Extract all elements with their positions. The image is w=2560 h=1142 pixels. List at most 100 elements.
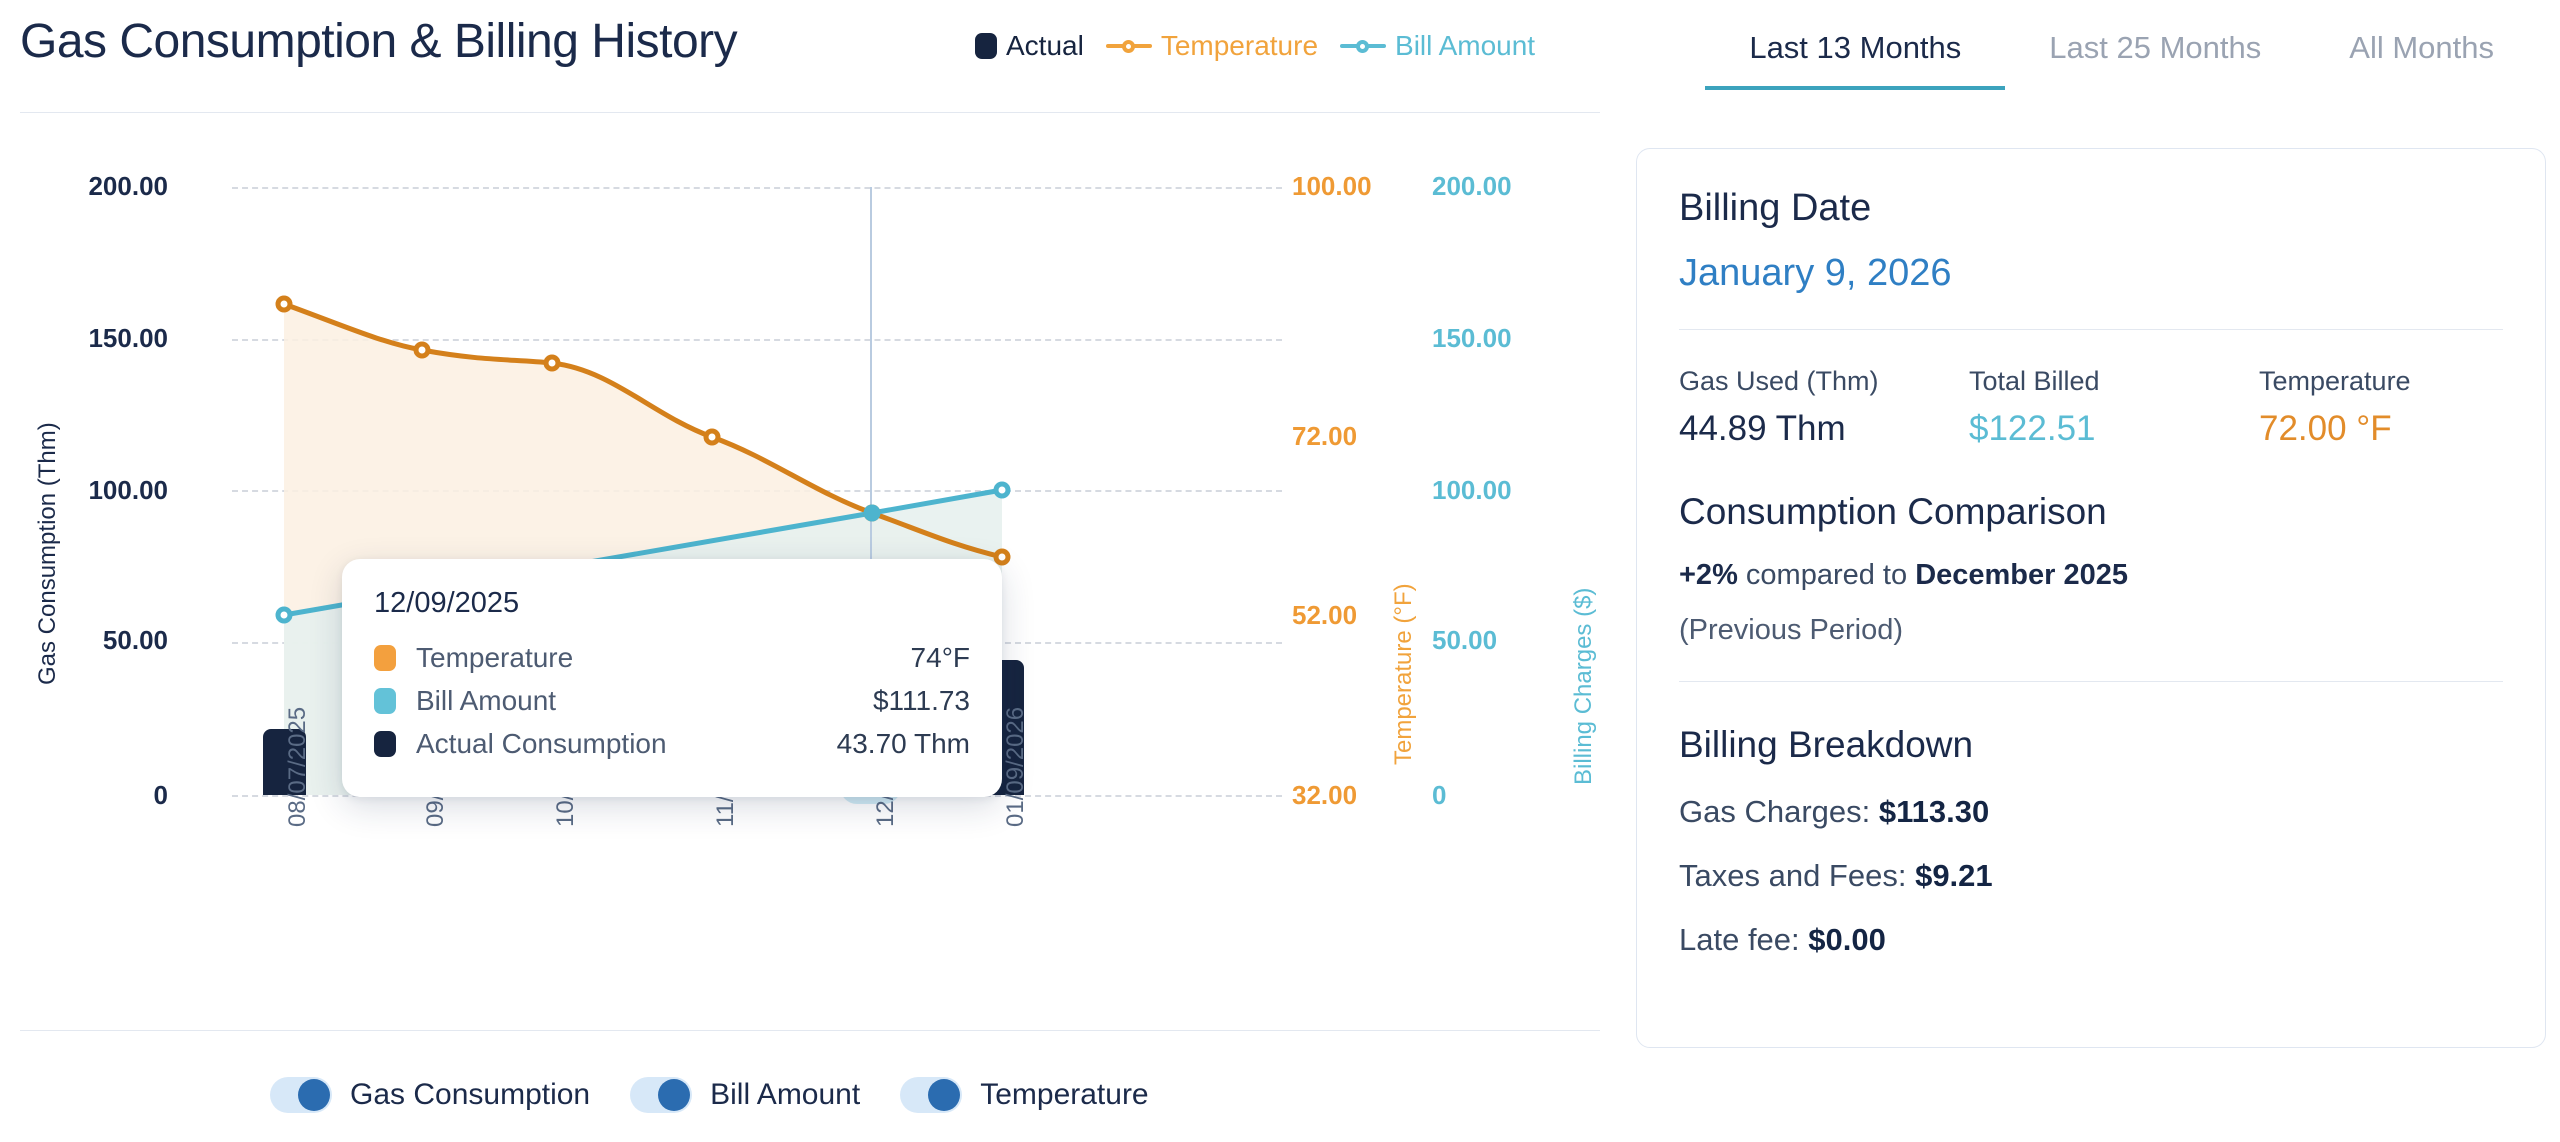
xtick-01-09-2026: 01/09/2026 [1002, 706, 1029, 827]
billing-axis-tick-200: 200.00 [1432, 171, 1512, 201]
metric-label-gas-used: Gas Used (Thm) [1679, 366, 1879, 396]
toggles-divider [20, 1030, 1600, 1031]
breakdown-gas-charges: Gas Charges: $113.30 [1679, 794, 2503, 830]
card-divider-2 [1679, 681, 2503, 682]
chart-legend: Actual Temperature Bill Amount [975, 30, 1535, 62]
left-axis-tick-200: 200.00 [88, 171, 168, 201]
toggle-gas-consumption[interactable]: Gas Consumption [270, 1077, 590, 1113]
tooltip-swatch-bill-amount-icon [374, 688, 396, 714]
breakdown-label-late-fee: Late fee: [1679, 922, 1809, 957]
temperature-marker-1[interactable] [275, 295, 293, 313]
comparison-note: (Previous Period) [1679, 614, 1904, 646]
toggle-label-temperature: Temperature [980, 1078, 1149, 1111]
billing-axis-tick-0: 0 [1432, 780, 1447, 810]
billing-metrics: Gas Used (Thm) 44.89 Thm Total Billed $1… [1679, 366, 2503, 449]
billing-breakdown-heading: Billing Breakdown [1679, 724, 1974, 765]
breakdown-label-taxes-and-fees: Taxes and Fees: [1679, 858, 1916, 893]
billing-axis-tick-150: 150.00 [1432, 323, 1512, 353]
temperature-marker-6[interactable] [993, 548, 1011, 566]
billing-axis-tick-100: 100.00 [1432, 475, 1512, 505]
toggle-label-gas-consumption: Gas Consumption [350, 1078, 591, 1111]
left-axis-title: Gas Consumption (Thm) [34, 422, 61, 685]
breakdown-value-taxes-and-fees: $9.21 [1915, 858, 1993, 893]
metric-label-total-billed: Total Billed [1969, 366, 2100, 396]
hover-crosshair [870, 187, 872, 795]
legend-label-bill-amount: Bill Amount [1395, 30, 1536, 61]
toggle-label-bill-amount: Bill Amount [710, 1078, 861, 1111]
temperature-marker-4[interactable] [703, 428, 721, 446]
metric-value-total-billed: $122.51 [1969, 409, 2096, 448]
toggle-knob-bill-amount-icon [658, 1079, 691, 1111]
bar-08-07-2025[interactable] [263, 729, 306, 795]
breakdown-value-gas-charges: $113.30 [1878, 794, 1990, 829]
gridline-100 [232, 490, 1282, 492]
range-tabs: Last 13 Months Last 25 Months All Months [1705, 10, 2538, 90]
tooltip-value-actual-consumption: 43.70 Thm [836, 728, 970, 759]
card-divider-1 [1679, 329, 2503, 330]
tooltip-row-temperature: Temperature 74°F [374, 642, 970, 674]
billing-date-label: Billing Date [1679, 187, 1872, 229]
legend-item-bill-amount[interactable]: Bill Amount [1340, 30, 1535, 62]
left-axis-tick-100: 100.00 [88, 475, 168, 505]
tooltip-label-temperature: Temperature [416, 642, 574, 673]
tab-all-months[interactable]: All Months [2349, 30, 2494, 65]
gridline-200 [232, 187, 1282, 189]
tooltip-label-actual-consumption: Actual Consumption [416, 728, 667, 759]
bill-marker-1[interactable] [275, 606, 293, 624]
breakdown-late-fee: Late fee: $0.00 [1679, 922, 2503, 958]
breakdown-value-late-fee: $0.00 [1808, 922, 1886, 957]
toggle-knob-gas-consumption-icon [298, 1079, 330, 1111]
billing-summary-card: Billing Date January 9, 2026 Gas Used (T… [1636, 148, 2546, 1048]
gridline-150 [232, 339, 1282, 341]
toggle-switch-bill-amount[interactable] [630, 1077, 693, 1113]
tooltip-label-bill-amount: Bill Amount [416, 685, 557, 716]
legend-swatch-actual-icon [975, 33, 997, 59]
left-axis-tick-150: 150.00 [88, 323, 168, 353]
metric-value-temperature: 72.00 °F [2259, 409, 2392, 448]
tooltip-swatch-actual-consumption-icon [374, 731, 396, 757]
tooltip-value-temperature: 74°F [910, 642, 970, 673]
metric-gas-used: Gas Used (Thm) 44.89 Thm [1679, 366, 1969, 449]
metric-temperature: Temperature 72.00 °F [2259, 366, 2411, 449]
legend-label-actual: Actual [1006, 30, 1084, 61]
billing-date-value: January 9, 2026 [1679, 252, 1952, 294]
tooltip-swatch-temperature-icon [374, 645, 396, 671]
comparison-month: December 2025 [1915, 559, 2129, 591]
metric-total-billed: Total Billed $122.51 [1969, 366, 2259, 449]
legend-label-temperature: Temperature [1160, 30, 1319, 61]
chart-tooltip: 12/09/2025 Temperature 74°F Bill Amount … [342, 559, 1002, 797]
dashboard-header: Gas Consumption & Billing History Actual… [0, 0, 2560, 112]
consumption-comparison-text: +2% compared to December 2025 [1679, 559, 2503, 592]
toggle-temperature[interactable]: Temperature [900, 1077, 1149, 1113]
toggle-bill-amount[interactable]: Bill Amount [630, 1077, 860, 1113]
temperature-axis-tick-32: 32.00 [1292, 780, 1358, 810]
billing-axis-tick-50: 50.00 [1432, 625, 1498, 655]
temperature-axis-title: Temperature (°F) [1390, 583, 1417, 765]
legend-item-temperature[interactable]: Temperature [1105, 30, 1319, 62]
temperature-axis-tick-100: 100.00 [1292, 171, 1372, 201]
header-divider [20, 112, 1600, 113]
toggle-knob-temperature-icon [928, 1079, 961, 1111]
temperature-marker-3[interactable] [543, 354, 561, 372]
legend-item-actual[interactable]: Actual [975, 30, 1084, 62]
bill-marker-6[interactable] [993, 481, 1011, 499]
toggle-switch-temperature[interactable] [900, 1077, 963, 1113]
billing-axis-title: Billing Charges ($) [1570, 587, 1597, 785]
chart-panel: Gas Consumption (Thm) Temperature (°F) B… [0, 125, 1620, 1025]
tab-last-13-months[interactable]: Last 13 Months [1705, 10, 2006, 90]
toggle-switch-gas-consumption[interactable] [270, 1077, 332, 1113]
comparison-change: +2% [1679, 559, 1738, 591]
temperature-axis-tick-72: 72.00 [1292, 421, 1358, 451]
breakdown-label-gas-charges: Gas Charges: [1679, 794, 1879, 829]
tab-last-25-months[interactable]: Last 25 Months [2049, 30, 2262, 65]
bill-marker-5[interactable] [863, 504, 881, 522]
legend-line-bill-amount-icon [1340, 38, 1387, 54]
tooltip-row-actual-consumption: Actual Consumption 43.70 Thm [374, 728, 970, 760]
tooltip-date: 12/09/2025 [374, 587, 520, 619]
temperature-marker-2[interactable] [413, 341, 431, 359]
consumption-comparison-heading: Consumption Comparison [1679, 491, 2107, 532]
metric-value-gas-used: 44.89 Thm [1679, 409, 1846, 448]
tooltip-row-bill-amount: Bill Amount $111.73 [374, 685, 970, 717]
temperature-axis-tick-52: 52.00 [1292, 600, 1358, 630]
breakdown-taxes-and-fees: Taxes and Fees: $9.21 [1679, 858, 2503, 894]
